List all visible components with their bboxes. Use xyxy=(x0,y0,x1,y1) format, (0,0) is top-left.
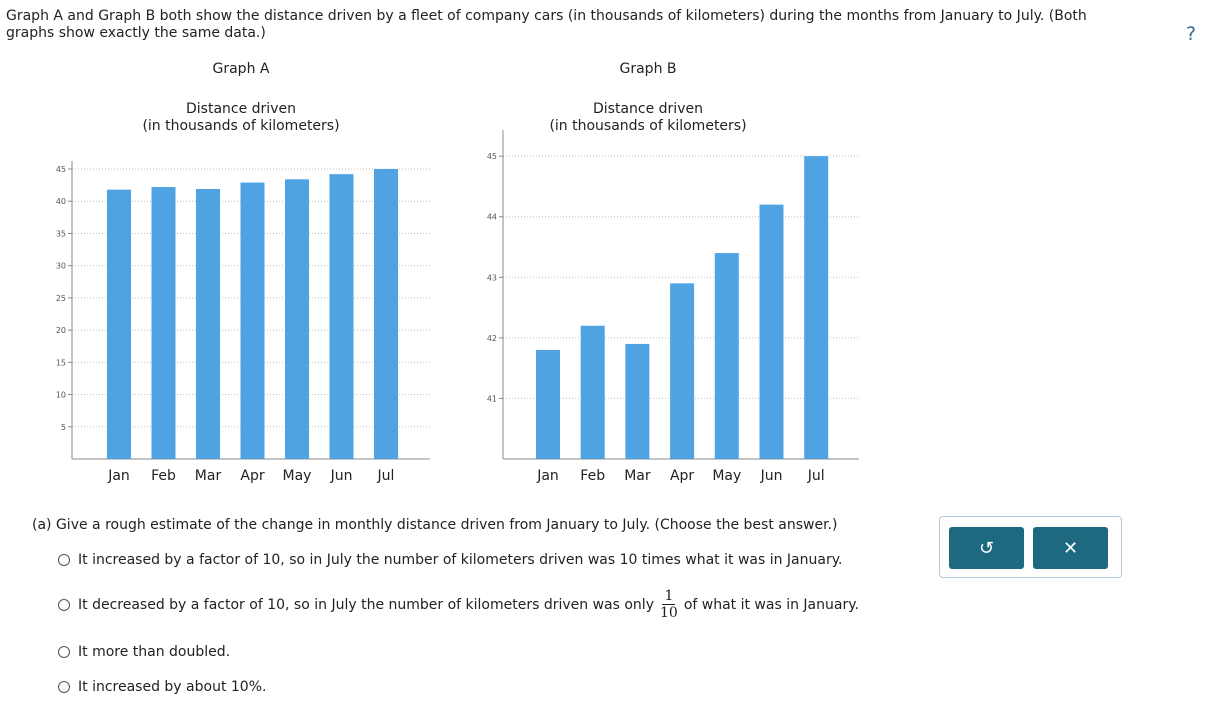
graph-b-name: Graph B xyxy=(619,61,677,77)
graph-a-y-tick-label: 25 xyxy=(56,294,66,303)
graph-a-title-line: Distance driven xyxy=(186,101,296,117)
graph-a-y-tick-label: 40 xyxy=(56,197,66,206)
graph-a-x-tick-label: Jul xyxy=(377,468,395,484)
option-text: It more than doubled. xyxy=(78,644,231,660)
option-more-than-doubled[interactable]: It more than doubled. xyxy=(58,644,230,660)
answer-controls: ↺ ✕ xyxy=(939,516,1122,578)
graph-a-y-tick-label: 30 xyxy=(56,262,66,271)
graph-b-title-line: Distance driven xyxy=(593,101,703,117)
close-button[interactable]: ✕ xyxy=(1033,527,1108,569)
question-prompt: (a) Give a rough estimate of the change … xyxy=(32,517,838,533)
graph-a-title: Distance driven (in thousands of kilomet… xyxy=(91,101,391,135)
undo-icon: ↺ xyxy=(978,537,995,559)
graph-a-x-tick-label: Jun xyxy=(330,468,353,484)
graph-a-x-tick-label: Mar xyxy=(195,468,222,484)
graph-a-y-tick-label: 45 xyxy=(56,165,66,174)
graph-b-bar-apr xyxy=(670,283,695,459)
graph-a-x-tick-label: Feb xyxy=(151,468,176,484)
graph-b-y-tick-label: 41 xyxy=(487,394,497,403)
graph-b-y-tick-label: 45 xyxy=(487,152,497,161)
graph-a-x-tick-label: May xyxy=(283,468,312,484)
graph-b-y-tick-label: 44 xyxy=(487,213,497,222)
graph-a-y-tick-label: 5 xyxy=(61,423,66,432)
graph-b-bar-may xyxy=(714,253,739,459)
graph-a-bar-jan xyxy=(107,189,131,459)
option-factor-10-increase[interactable]: It increased by a factor of 10, so in Ju… xyxy=(58,552,842,568)
radio-circle[interactable] xyxy=(58,554,70,566)
option-text-before: It decreased by a factor of 10, so in Ju… xyxy=(78,596,654,613)
graph-b-x-tick-label: Jul xyxy=(807,468,825,484)
graph-b-y-tick-label: 42 xyxy=(487,334,497,343)
graph-a-y-tick-label: 10 xyxy=(56,391,66,400)
graph-b-bar-jul xyxy=(804,156,829,460)
graph-a-bar-mar xyxy=(196,188,220,459)
graph-a-subtitle: (in thousands of kilometers) xyxy=(142,118,340,134)
graph-b-x-tick-label: May xyxy=(712,468,741,484)
graph-b-y-tick-label: 43 xyxy=(487,273,497,282)
option-text: It increased by a factor of 10, so in Ju… xyxy=(78,552,843,568)
radio-circle[interactable] xyxy=(58,681,70,693)
fraction-denominator: 10 xyxy=(659,605,678,621)
graph-b-x-tick-label: Jun xyxy=(760,468,783,484)
graph-b-subtitle: (in thousands of kilometers) xyxy=(549,118,747,134)
graph-a-x-tick-label: Jan xyxy=(107,468,130,484)
radio-circle[interactable] xyxy=(58,598,70,611)
graph-b-bar-jun xyxy=(759,204,784,459)
graph-b-x-tick-label: Jan xyxy=(536,468,559,484)
radio-circle[interactable] xyxy=(58,646,70,658)
graph-a-y-tick-label: 20 xyxy=(56,326,66,335)
graph-a-name: Graph A xyxy=(212,61,270,77)
option-text-after: of what it was in January. xyxy=(683,596,859,613)
reset-button[interactable]: ↺ xyxy=(949,527,1024,569)
fraction-one-tenth: 1 10 xyxy=(660,588,678,621)
graph-b-x-tick-label: Apr xyxy=(670,468,694,484)
graph-a-bar-jul xyxy=(374,169,398,459)
help-icon[interactable]: ? xyxy=(1185,23,1197,45)
graph-a-bar-may xyxy=(285,179,309,460)
graph-b-bar-jan xyxy=(536,349,560,459)
graph-a-bar-feb xyxy=(151,187,176,460)
option-text: It increased by about 10%. xyxy=(78,679,267,695)
option-factor-10-decrease[interactable]: It decreased by a factor of 10, so in Ju… xyxy=(58,588,859,621)
graph-b-bar-mar xyxy=(625,343,650,459)
close-icon: ✕ xyxy=(1062,537,1079,559)
graph-b-x-tick-label: Mar xyxy=(624,468,651,484)
graph-b-bar-feb xyxy=(580,325,605,459)
option-increased-10-percent[interactable]: It increased by about 10%. xyxy=(58,679,266,695)
graph-a-x-tick-label: Apr xyxy=(240,468,264,484)
graph-b-title: Distance driven (in thousands of kilomet… xyxy=(498,101,798,135)
fraction-numerator: 1 xyxy=(662,588,676,605)
graph-a-bar-jun xyxy=(329,174,354,459)
graph-a-y-tick-label: 35 xyxy=(56,229,66,238)
intro-text: Graph A and Graph B both show the distan… xyxy=(6,8,1087,41)
graph-a-y-tick-label: 15 xyxy=(56,358,66,367)
graph-a-bar-apr xyxy=(240,182,265,460)
graph-b-x-tick-label: Feb xyxy=(580,468,605,484)
